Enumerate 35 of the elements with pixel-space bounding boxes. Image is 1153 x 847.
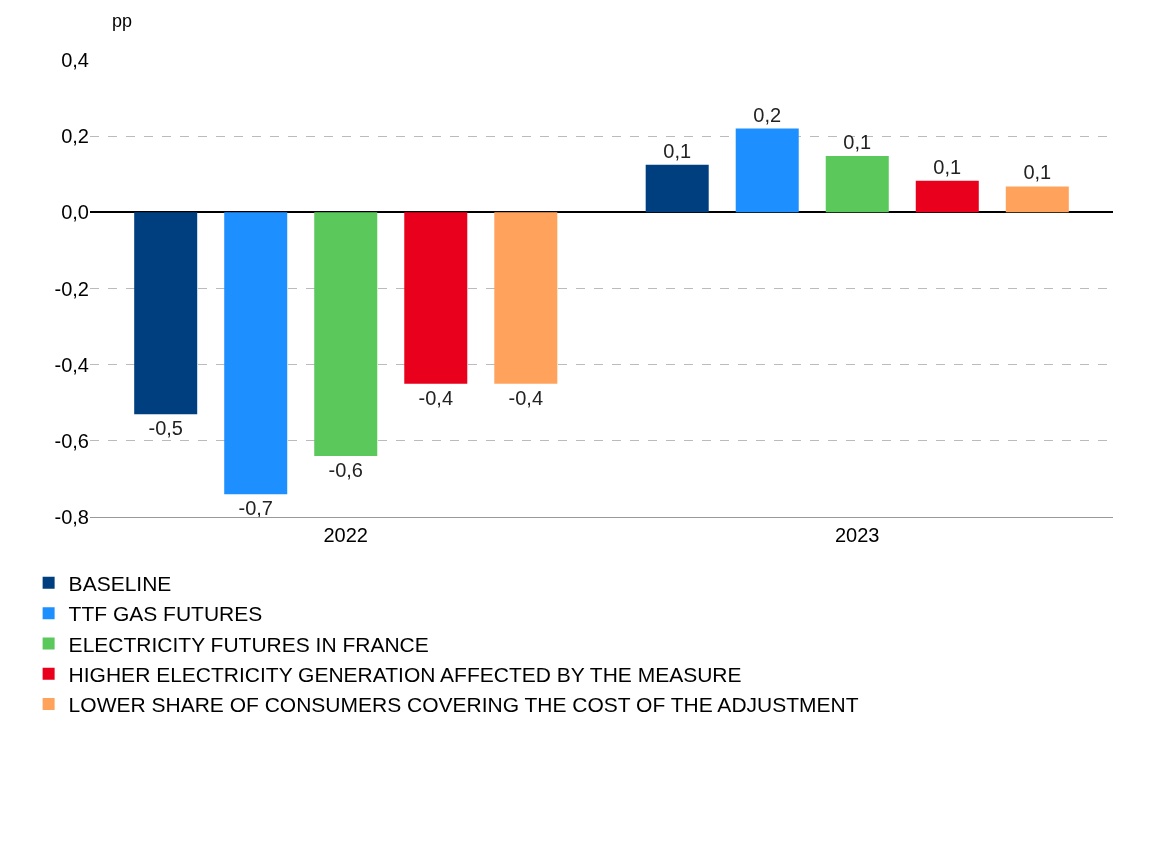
bar <box>735 128 799 213</box>
data-label: -0,4 <box>508 386 544 409</box>
bar <box>404 212 468 384</box>
legend-label: HIGHER ELECTRICITY GENERATION AFFECTED BY THE MEASURE <box>68 662 742 686</box>
y-tick-label: 0,2 <box>61 125 89 148</box>
y-tick-label: -0,6 <box>54 429 89 452</box>
y-tick-label: -0,4 <box>54 353 89 376</box>
data-label: 0,2 <box>753 103 782 126</box>
bar <box>825 155 889 213</box>
x-tick-label: 2022 <box>323 524 368 546</box>
y-tick-label: -0,8 <box>54 506 89 528</box>
data-label: -0,4 <box>418 386 454 409</box>
bar <box>494 212 558 384</box>
data-label: -0,7 <box>238 497 273 520</box>
bar <box>224 212 288 495</box>
data-label: 0,1 <box>843 130 872 153</box>
x-tick-label: 2023 <box>835 524 880 546</box>
data-label: -0,6 <box>328 459 363 482</box>
data-label: -0,5 <box>148 417 183 440</box>
bar <box>645 164 709 213</box>
data-label: 0,1 <box>663 139 692 162</box>
legend-label: TTF GAS FUTURES <box>68 602 263 626</box>
legend-label: LOWER SHARE OF CONSUMERS COVERING THE COST OF THE ADJUSTMENT <box>68 693 859 717</box>
legend-label: BASELINE <box>68 572 172 596</box>
y-tick-label: 0,0 <box>61 201 89 224</box>
y-tick-label: 0,4 <box>61 49 89 71</box>
y-axis-title: pp <box>112 11 133 31</box>
data-label: 0,1 <box>933 155 962 178</box>
bar <box>134 212 198 415</box>
bar <box>314 212 378 457</box>
legend-label: ELECTRICITY FUTURES IN FRANCE <box>68 632 429 656</box>
y-tick-label: -0,2 <box>54 277 89 300</box>
bar <box>1005 186 1069 213</box>
data-label: 0,1 <box>1023 161 1052 184</box>
bar <box>915 180 979 213</box>
